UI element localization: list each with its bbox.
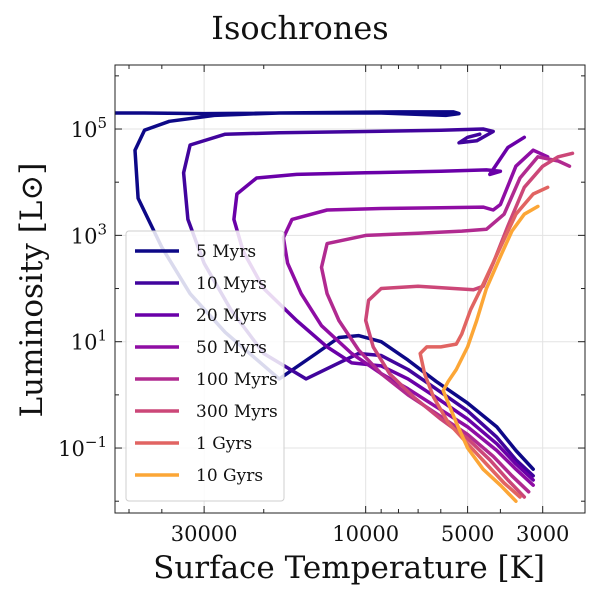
x-axis-label: Surface Temperature [K]	[153, 550, 545, 586]
legend-box	[125, 230, 285, 502]
y-tick-base: 10	[71, 118, 98, 142]
y-tick-label: 105	[71, 114, 107, 142]
x-tick-label: 5000	[441, 522, 494, 546]
y-tick-exponent: 3	[97, 220, 107, 238]
y-tick-label: 103	[71, 220, 107, 248]
series-line-1	[115, 110, 535, 471]
y-tick-base: 10	[71, 331, 98, 355]
series-line-4	[281, 148, 550, 487]
y-tick-base: 10	[58, 437, 85, 461]
x-tick-label: 10000	[332, 522, 399, 546]
legend-label: 100 Myrs	[196, 370, 278, 390]
series-lines	[115, 110, 575, 503]
legend-label: 300 Myrs	[196, 402, 278, 422]
y-tick-label: 101	[71, 327, 107, 355]
y-tick-base: 10	[71, 224, 98, 248]
series-line-7	[418, 185, 550, 499]
x-tick-label: 3000	[516, 522, 569, 546]
legend-label: 10 Myrs	[196, 274, 267, 294]
legend-label: 10 Gyrs	[196, 466, 263, 486]
series-line-8	[441, 204, 540, 503]
y-tick-label: 10−1	[58, 433, 107, 461]
y-tick-exponent: −1	[85, 433, 107, 451]
y-axis-label: Luminosity [L⊙]	[14, 163, 50, 418]
chart-title: Isochrones	[211, 9, 388, 47]
legend-label: 1 Gyrs	[196, 434, 252, 454]
y-tick-exponent: 5	[97, 114, 107, 132]
x-tick-label: 30000	[171, 522, 238, 546]
legend: 5 Myrs 10 Myrs 20 Myrs 50 Myrs 100 Myrs 300 M…	[125, 230, 285, 502]
legend-label: 5 Myrs	[196, 242, 256, 262]
y-tick-exponent: 1	[97, 327, 107, 345]
legend-label: 20 Myrs	[196, 306, 267, 326]
legend-label: 50 Myrs	[196, 338, 267, 358]
